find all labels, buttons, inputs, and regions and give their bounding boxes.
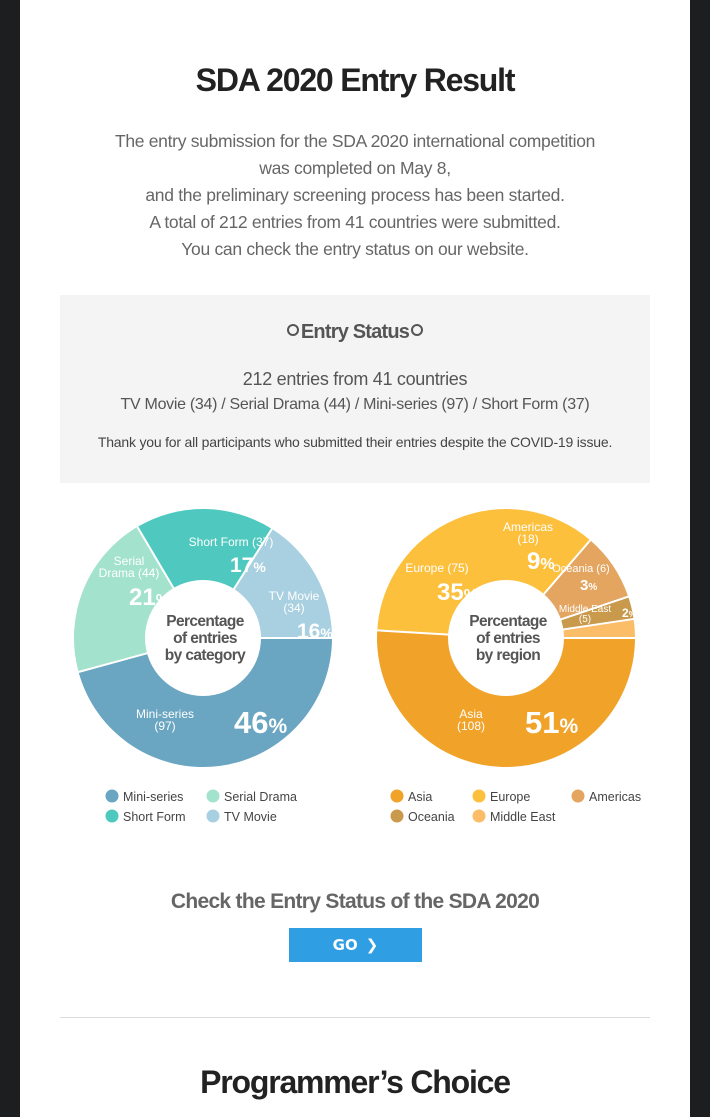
chevron-right-icon: ❯: [365, 936, 379, 954]
intro-line: You can check the entry status on our we…: [181, 239, 529, 259]
slice-name-label: Europe (75): [405, 561, 468, 575]
slice-percent-label: 16%: [297, 620, 333, 643]
slice-name-label: (97): [154, 719, 175, 733]
legend-swatch: [206, 809, 220, 823]
slice-europe: [377, 509, 591, 638]
thanks-note: Thank you for all participants who submi…: [97, 434, 613, 450]
donut-hole: [145, 580, 261, 696]
chart-center-caption: by region: [476, 647, 540, 664]
newsletter-sheet: SDA 2020 Entry Result The entry submissi…: [20, 0, 690, 1117]
slice-percent-label: 2%: [622, 606, 636, 620]
slice-name-label: (18): [517, 532, 538, 546]
legend-label: Serial Drama: [224, 790, 297, 804]
slice-mini-series: [78, 638, 332, 767]
legend-label: Asia: [408, 790, 432, 804]
legend-item-oceania: Oceania: [390, 809, 455, 824]
intro-paragraph: The entry submission for the SDA 2020 in…: [20, 128, 690, 263]
circle-bullet-icon: [286, 324, 299, 336]
slice-name-label: TV Movie: [269, 589, 320, 603]
intro-line: A total of 212 entries from 41 countries…: [149, 212, 561, 232]
slice-name-label: Americas: [503, 520, 553, 534]
circle-bullet-icon: [411, 324, 424, 336]
go-button-label: GO: [332, 936, 358, 954]
legend-label: Middle East: [490, 810, 556, 824]
legend-swatch: [206, 789, 220, 803]
legend-label: Short Form: [123, 810, 186, 824]
legend-item-mini-series: Mini-series: [105, 789, 183, 804]
entry-total: 212 entries from 41 countries: [242, 369, 468, 389]
legend-label: TV Movie: [224, 810, 277, 824]
slice-percent-label: 35%: [437, 579, 478, 606]
entry-status-box: Entry Status 212 entries from 41 countri…: [60, 295, 650, 483]
slice-name-label: Oceania (6): [552, 563, 609, 575]
slice-percent-label: 3%: [580, 577, 597, 594]
slice-percent-label: 51%: [525, 705, 578, 740]
page-title: SDA 2020 Entry Result: [195, 62, 516, 98]
chart-center-caption: by category: [165, 647, 246, 664]
slice-name-label: (108): [457, 719, 485, 733]
intro-line: and the preliminary screening process ha…: [145, 185, 565, 205]
intro-line: was completed on May 8,: [259, 158, 451, 178]
entry-status-heading: Entry Status: [60, 321, 650, 344]
legend-item-europe: Europe: [472, 789, 530, 804]
chart-center-caption: of entries: [476, 630, 540, 647]
slice-asia: [376, 630, 635, 768]
chart-center-caption: of entries: [173, 630, 237, 647]
legend-swatch: [390, 789, 404, 803]
legend-swatch: [472, 789, 486, 803]
legend-item-tv-movie: TV Movie: [206, 809, 277, 824]
slice-name-label: Serial: [114, 554, 145, 568]
legend-label: Oceania: [408, 810, 455, 824]
legend-item-middle-east: Middle East: [472, 809, 556, 824]
slice-name-label: Drama (44): [99, 566, 160, 580]
legend-item-serial-drama: Serial Drama: [206, 789, 297, 804]
legend-swatch: [105, 809, 119, 823]
legend-item-americas: Americas: [571, 789, 641, 804]
go-button[interactable]: GO ❯: [289, 928, 422, 962]
legend-swatch: [571, 789, 585, 803]
legend-label: Americas: [589, 790, 641, 804]
intro-line: The entry submission for the SDA 2020 in…: [114, 131, 596, 151]
slice-name-label: (5): [579, 614, 591, 625]
slice-percent-label: 17%: [230, 554, 266, 577]
donut-hole: [448, 580, 564, 696]
legend-swatch: [105, 789, 119, 803]
legend-label: Mini-series: [123, 790, 183, 804]
legend-swatch: [390, 809, 404, 823]
programmers-choice-title: Programmer’s Choice: [200, 1064, 511, 1100]
legend-item-short-form: Short Form: [105, 809, 186, 824]
slice-name-label: (34): [283, 601, 304, 615]
legend-item-asia: Asia: [390, 789, 432, 804]
entry-breakdown: TV Movie (34) / Serial Drama (44) / Mini…: [120, 396, 590, 413]
chart-center-caption: Percentage: [469, 613, 548, 630]
cta-title: Check the Entry Status of the SDA 2020: [170, 890, 540, 913]
legend-label: Europe: [490, 790, 530, 804]
slice-short-form: [137, 509, 272, 638]
slice-percent-label: 9%: [527, 548, 555, 575]
section-divider: [60, 1017, 650, 1018]
slice-percent-label: 21%: [129, 584, 170, 611]
slice-percent-label: 46%: [234, 705, 287, 740]
slice-name-label: Mini-series: [136, 707, 194, 721]
legend-swatch: [472, 809, 486, 823]
slice-name-label: Short Form (37): [189, 535, 274, 549]
entry-status-title: Entry Status: [300, 321, 410, 343]
slice-name-label: Middle East: [559, 604, 611, 615]
slice-name-label: Asia: [459, 707, 483, 721]
chart-center-caption: Percentage: [166, 613, 245, 630]
